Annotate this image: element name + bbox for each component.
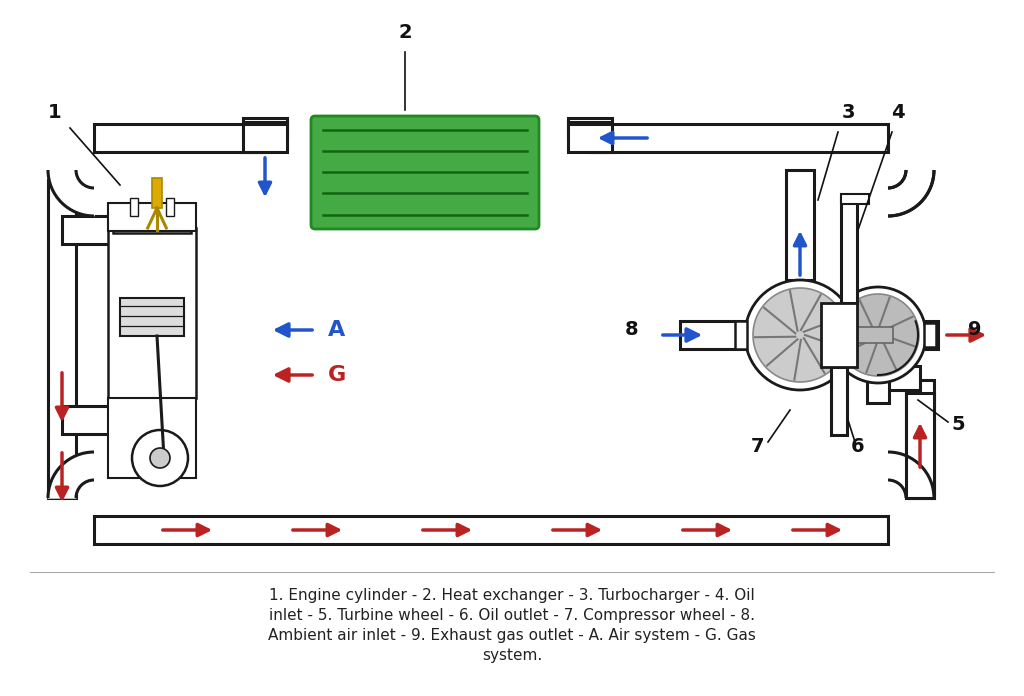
- Text: 7: 7: [752, 437, 765, 456]
- Bar: [841, 198, 857, 303]
- Bar: [108, 228, 196, 398]
- Bar: [821, 303, 857, 367]
- Bar: [94, 124, 265, 152]
- Bar: [906, 380, 934, 498]
- Text: A: A: [328, 320, 345, 340]
- Text: inlet - 5. Turbine wheel - 6. Oil outlet - 7. Compressor wheel - 8.: inlet - 5. Turbine wheel - 6. Oil outlet…: [269, 608, 755, 623]
- Bar: [108, 203, 196, 231]
- Bar: [243, 118, 287, 122]
- Bar: [94, 516, 888, 544]
- Bar: [841, 194, 869, 204]
- Bar: [926, 321, 938, 349]
- Text: 4: 4: [891, 103, 905, 122]
- Text: 5: 5: [951, 415, 965, 434]
- Circle shape: [150, 448, 170, 468]
- Polygon shape: [888, 452, 934, 498]
- Bar: [786, 170, 814, 280]
- Text: G: G: [328, 365, 346, 385]
- Bar: [243, 124, 287, 152]
- Bar: [120, 298, 184, 336]
- Text: 2: 2: [398, 23, 412, 42]
- Circle shape: [830, 287, 926, 383]
- Text: 1. Engine cylinder - 2. Heat exchanger - 3. Turbocharger - 4. Oil: 1. Engine cylinder - 2. Heat exchanger -…: [269, 588, 755, 603]
- Bar: [568, 118, 612, 122]
- Text: Ambient air inlet - 9. Exhaust gas outlet - A. Air system - G. Gas: Ambient air inlet - 9. Exhaust gas outle…: [268, 628, 756, 643]
- Circle shape: [745, 280, 855, 390]
- Text: system.: system.: [482, 648, 542, 663]
- Text: 1: 1: [48, 103, 61, 122]
- Bar: [152, 178, 162, 208]
- Text: 8: 8: [626, 320, 639, 339]
- Bar: [924, 323, 936, 347]
- Bar: [130, 198, 138, 216]
- Bar: [62, 216, 142, 244]
- Bar: [243, 120, 287, 138]
- Bar: [735, 321, 746, 349]
- Bar: [568, 124, 612, 152]
- Bar: [906, 393, 934, 498]
- Bar: [847, 327, 893, 343]
- Bar: [680, 321, 745, 349]
- Bar: [62, 406, 142, 434]
- FancyBboxPatch shape: [311, 116, 539, 229]
- Bar: [590, 124, 888, 152]
- Bar: [568, 120, 612, 138]
- Bar: [866, 379, 889, 403]
- Circle shape: [753, 288, 847, 382]
- Bar: [48, 180, 76, 498]
- Bar: [113, 208, 191, 233]
- Bar: [878, 366, 920, 390]
- Circle shape: [837, 294, 919, 376]
- Polygon shape: [888, 170, 934, 216]
- Text: 9: 9: [969, 320, 982, 339]
- Circle shape: [132, 430, 188, 486]
- Bar: [108, 398, 196, 478]
- Polygon shape: [888, 170, 934, 216]
- Polygon shape: [48, 170, 94, 216]
- Text: 6: 6: [851, 437, 865, 456]
- Text: 3: 3: [842, 103, 855, 122]
- Bar: [166, 198, 174, 216]
- Bar: [831, 367, 847, 435]
- Polygon shape: [48, 452, 94, 498]
